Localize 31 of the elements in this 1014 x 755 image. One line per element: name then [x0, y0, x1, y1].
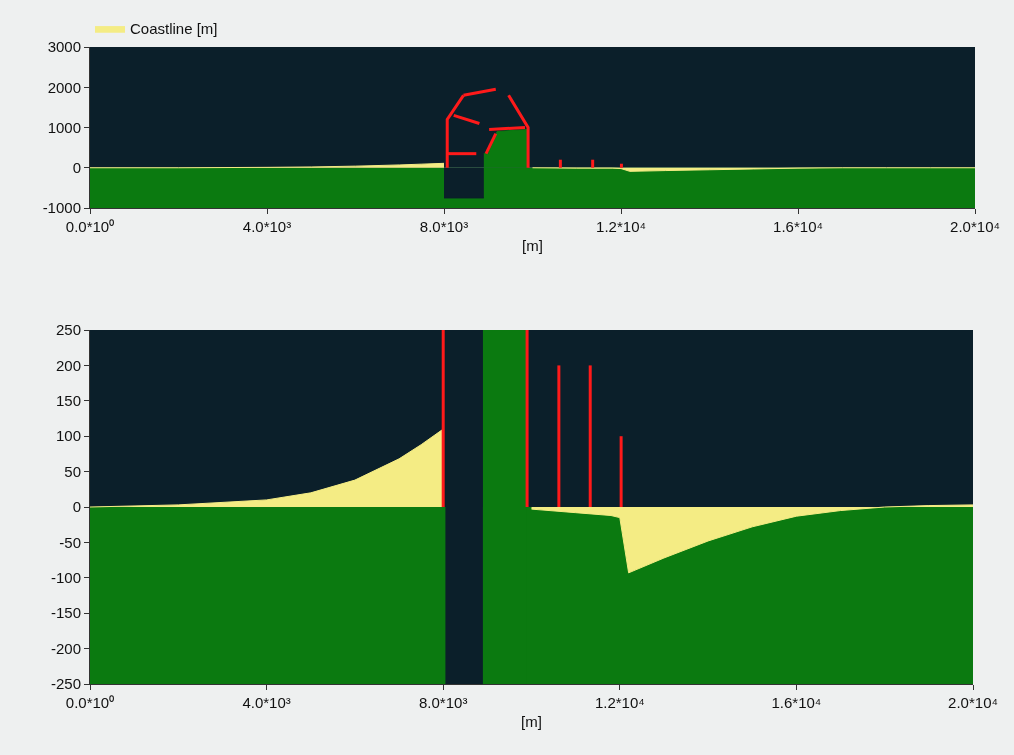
x-tick-label: 0.0*10⁰ — [65, 218, 115, 235]
y-tick-label: 250 — [55, 321, 81, 339]
y-tick-label: 50 — [64, 462, 81, 480]
y-tick-label: -250 — [50, 675, 81, 693]
x-tick-label: 1.2*10⁴ — [594, 694, 645, 711]
x-tick-label: 1.2*10⁴ — [596, 218, 646, 235]
y-tick-label: 200 — [55, 356, 81, 374]
x-tick-label: 8.0*10³ — [419, 218, 469, 235]
y-tick-label: 0 — [72, 498, 81, 516]
y-tick-label: 100 — [55, 427, 81, 445]
y-tick-label: 150 — [55, 392, 81, 410]
x-tick-label: 1.6*10⁴ — [771, 694, 822, 711]
y-tick-label: -100 — [50, 569, 81, 587]
y-tick-label: -150 — [50, 604, 81, 622]
x-axis-title: [m] — [521, 713, 542, 730]
x-tick-label: 4.0*10³ — [242, 694, 291, 711]
x-tick-label: 8.0*10³ — [419, 694, 468, 711]
y-tick-label: -1000 — [42, 199, 81, 217]
x-tick-label: 2.0*10⁴ — [950, 218, 1000, 235]
legend-label: Coastline [m] — [130, 20, 218, 38]
x-tick-label: 4.0*10³ — [242, 218, 292, 235]
x-tick-label: 1.6*10⁴ — [773, 218, 823, 235]
y-tick-label: -50 — [59, 533, 81, 551]
y-tick-label: 0 — [72, 159, 81, 176]
y-tick-label: 2000 — [47, 78, 81, 96]
y-tick-label: 1000 — [47, 118, 81, 136]
x-tick-label: 0.0*10⁰ — [65, 694, 115, 711]
y-tick-label: -200 — [50, 639, 81, 657]
x-axis-title: [m] — [522, 237, 543, 254]
x-tick-label: 2.0*10⁴ — [948, 694, 998, 711]
y-tick-label: 3000 — [47, 38, 81, 56]
